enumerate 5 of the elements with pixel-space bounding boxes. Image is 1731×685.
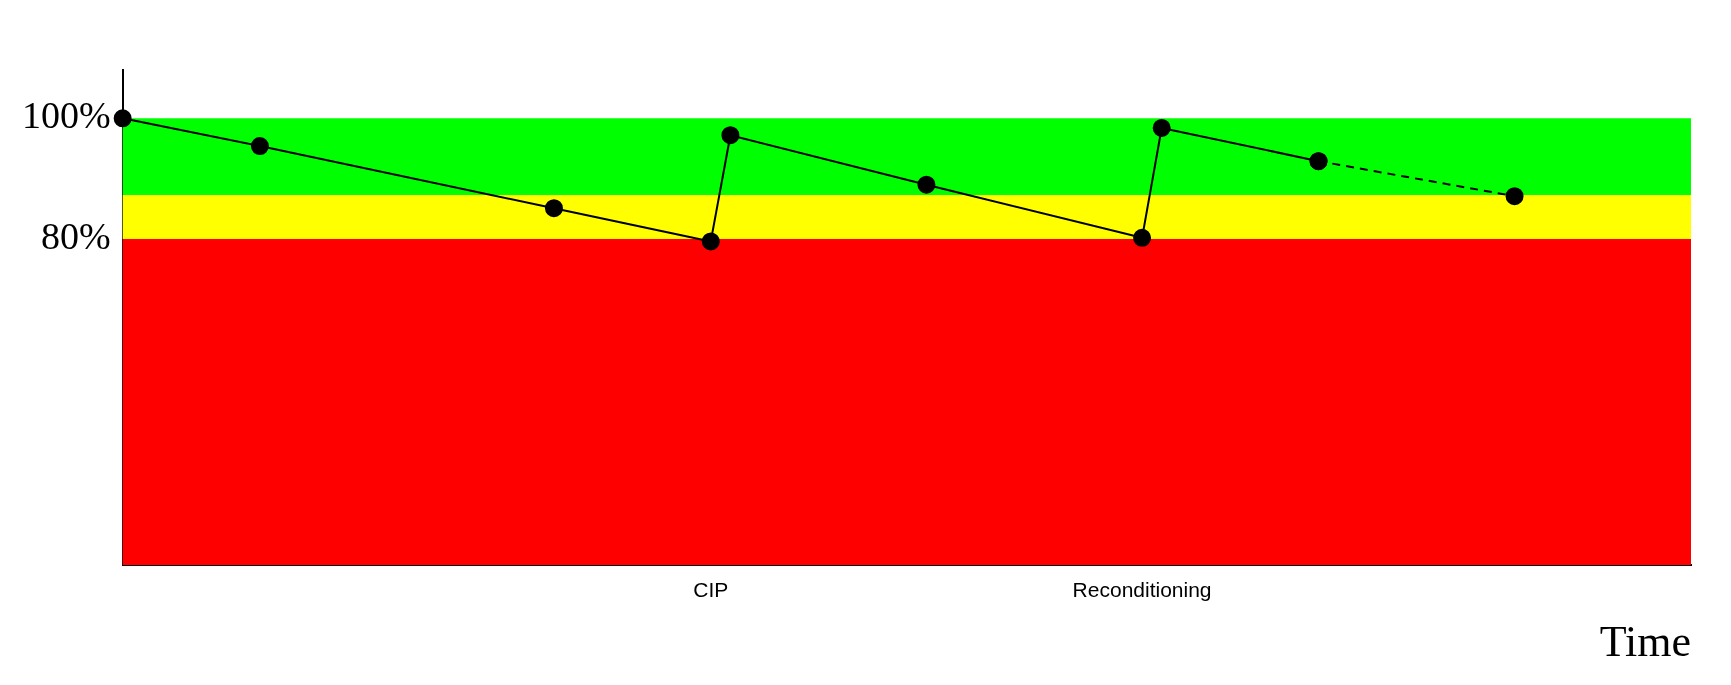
x-tick-label: Reconditioning (1072, 578, 1212, 602)
y-tick-label: 100% (22, 94, 111, 137)
x-tick-label: CIP (693, 578, 729, 602)
x-axis-title: Time (1599, 617, 1691, 667)
y-tick-label: 80% (41, 215, 111, 258)
